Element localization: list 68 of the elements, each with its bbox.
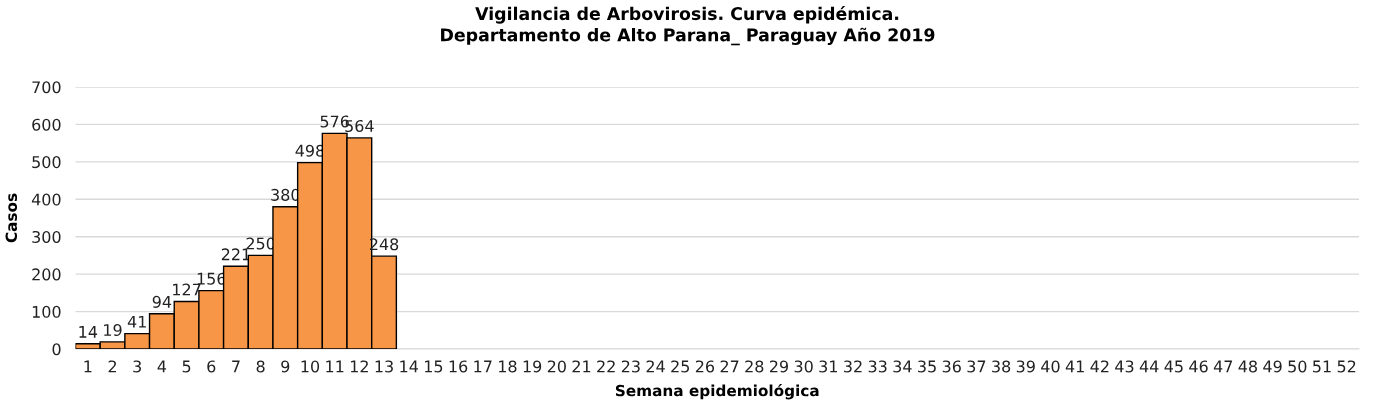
x-tick-label: 32 [844,360,862,373]
x-tick-label: 40 [1041,360,1060,373]
chart-title: Vigilancia de Arbovirosis. Curva epidémica. Departamento de Alto Parana_ Paraguay Año 2019 [441,6,935,46]
data-label: 19 [104,323,122,337]
x-tick-label: 11 [326,360,344,373]
x-tick-label: 25 [671,360,689,373]
x-tick-label: 38 [992,360,1011,373]
x-tick-label: 3 [133,360,142,373]
x-tick-label: 9 [281,360,290,373]
y-tick-label: 700 [32,81,61,94]
x-tick-label: 35 [918,360,936,373]
x-tick-label: 37 [967,360,986,373]
x-tick-label: 52 [1337,360,1356,373]
x-tick-label: 39 [1016,360,1035,373]
y-tick-label: 500 [32,156,61,169]
x-tick-label: 16 [449,360,468,373]
x-tick-label: 49 [1263,360,1282,373]
x-tick-label: 7 [232,360,240,373]
x-tick-label: 30 [794,360,813,373]
x-tick-label: 44 [1139,360,1159,373]
x-tick-label: 33 [868,360,887,373]
data-label: 94 [152,295,172,308]
y-tick-label: 100 [32,305,61,318]
x-tick-label: 6 [207,360,216,373]
x-tick-label: 4 [157,360,167,373]
y-tick-label: 0 [52,343,61,356]
x-tick-label: 10 [301,360,320,373]
x-tick-label: 8 [256,360,265,373]
x-tick-label: 51 [1313,360,1331,373]
y-tick-label: 300 [32,230,61,244]
x-tick-label: 21 [572,360,591,373]
x-tick-label: 28 [745,360,764,373]
y-tick-label: 400 [31,193,61,206]
y-tick-label: 200 [32,268,61,281]
x-tick-label: 12 [350,360,368,373]
x-tick-label: 31 [819,360,838,373]
x-tick-label: 45 [1164,360,1183,373]
x-tick-label: 41 [1065,360,1084,373]
x-tick-label: 36 [942,360,961,373]
x-tick-label: 47 [1213,360,1233,373]
x-tick-label: 22 [597,360,615,373]
y-tick-label: 600 [32,118,61,131]
x-tick-label: 13 [375,360,393,373]
x-tick-label: 46 [1189,360,1208,373]
x-tick-label: 29 [769,360,788,373]
x-tick-label: 17 [474,360,492,373]
x-tick-label: 43 [1115,360,1134,373]
x-tick-label: 19 [523,360,542,373]
x-tick-label: 23 [621,360,640,373]
x-tick-label: 2 [108,360,117,373]
x-axis-title: Semana epidemiológica [615,383,819,400]
y-axis-title: Casos [5,193,18,243]
x-tick-label: 50 [1288,360,1307,373]
x-tick-label: 26 [695,360,715,373]
x-tick-label: 34 [893,360,912,373]
x-tick-label: 18 [499,360,517,373]
x-tick-label: 24 [646,360,665,373]
x-tick-label: 1 [84,360,92,373]
x-tick-label: 14 [400,360,418,373]
x-tick-label: 15 [424,360,443,373]
data-label: 14 [79,326,98,338]
data-label: 41 [127,315,146,328]
x-tick-label: 48 [1238,360,1257,373]
x-tick-label: 27 [720,360,739,373]
x-tick-label: 20 [547,360,566,373]
data-label: 127 [173,283,201,296]
x-tick-label: 5 [182,360,191,373]
x-tick-label: 42 [1090,360,1109,373]
